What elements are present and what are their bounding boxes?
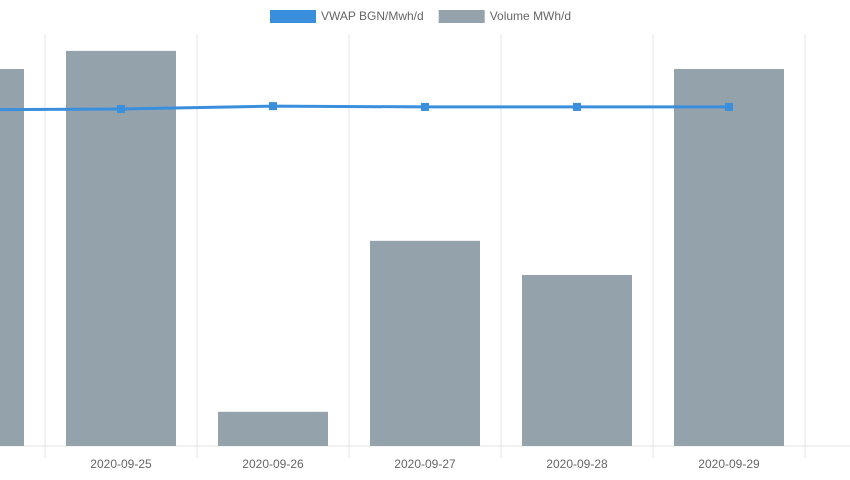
legend-swatch	[438, 10, 485, 23]
x-tick-label: 2020-09-28	[546, 457, 608, 471]
bar	[66, 50, 176, 446]
bar	[218, 411, 328, 446]
bar	[0, 69, 24, 447]
line-marker	[421, 102, 429, 111]
bar	[674, 69, 784, 447]
legend-swatch	[270, 10, 316, 23]
legend-label: VWAP BGN/Mwh/d	[321, 9, 424, 23]
x-tick-label: 2020-09-26	[242, 457, 304, 471]
legend-label: Volume MWh/d	[490, 9, 571, 23]
bar	[522, 275, 632, 446]
x-tick-label: 2020-09-29	[698, 457, 760, 471]
line-marker	[117, 104, 125, 113]
line-marker	[725, 102, 733, 111]
bar	[370, 240, 480, 446]
line-marker	[269, 102, 277, 111]
x-tick-label: 2020-09-27	[394, 457, 456, 471]
line-marker	[573, 102, 581, 111]
line	[0, 104, 729, 112]
x-tick-label: 2020-09-25	[90, 457, 152, 471]
